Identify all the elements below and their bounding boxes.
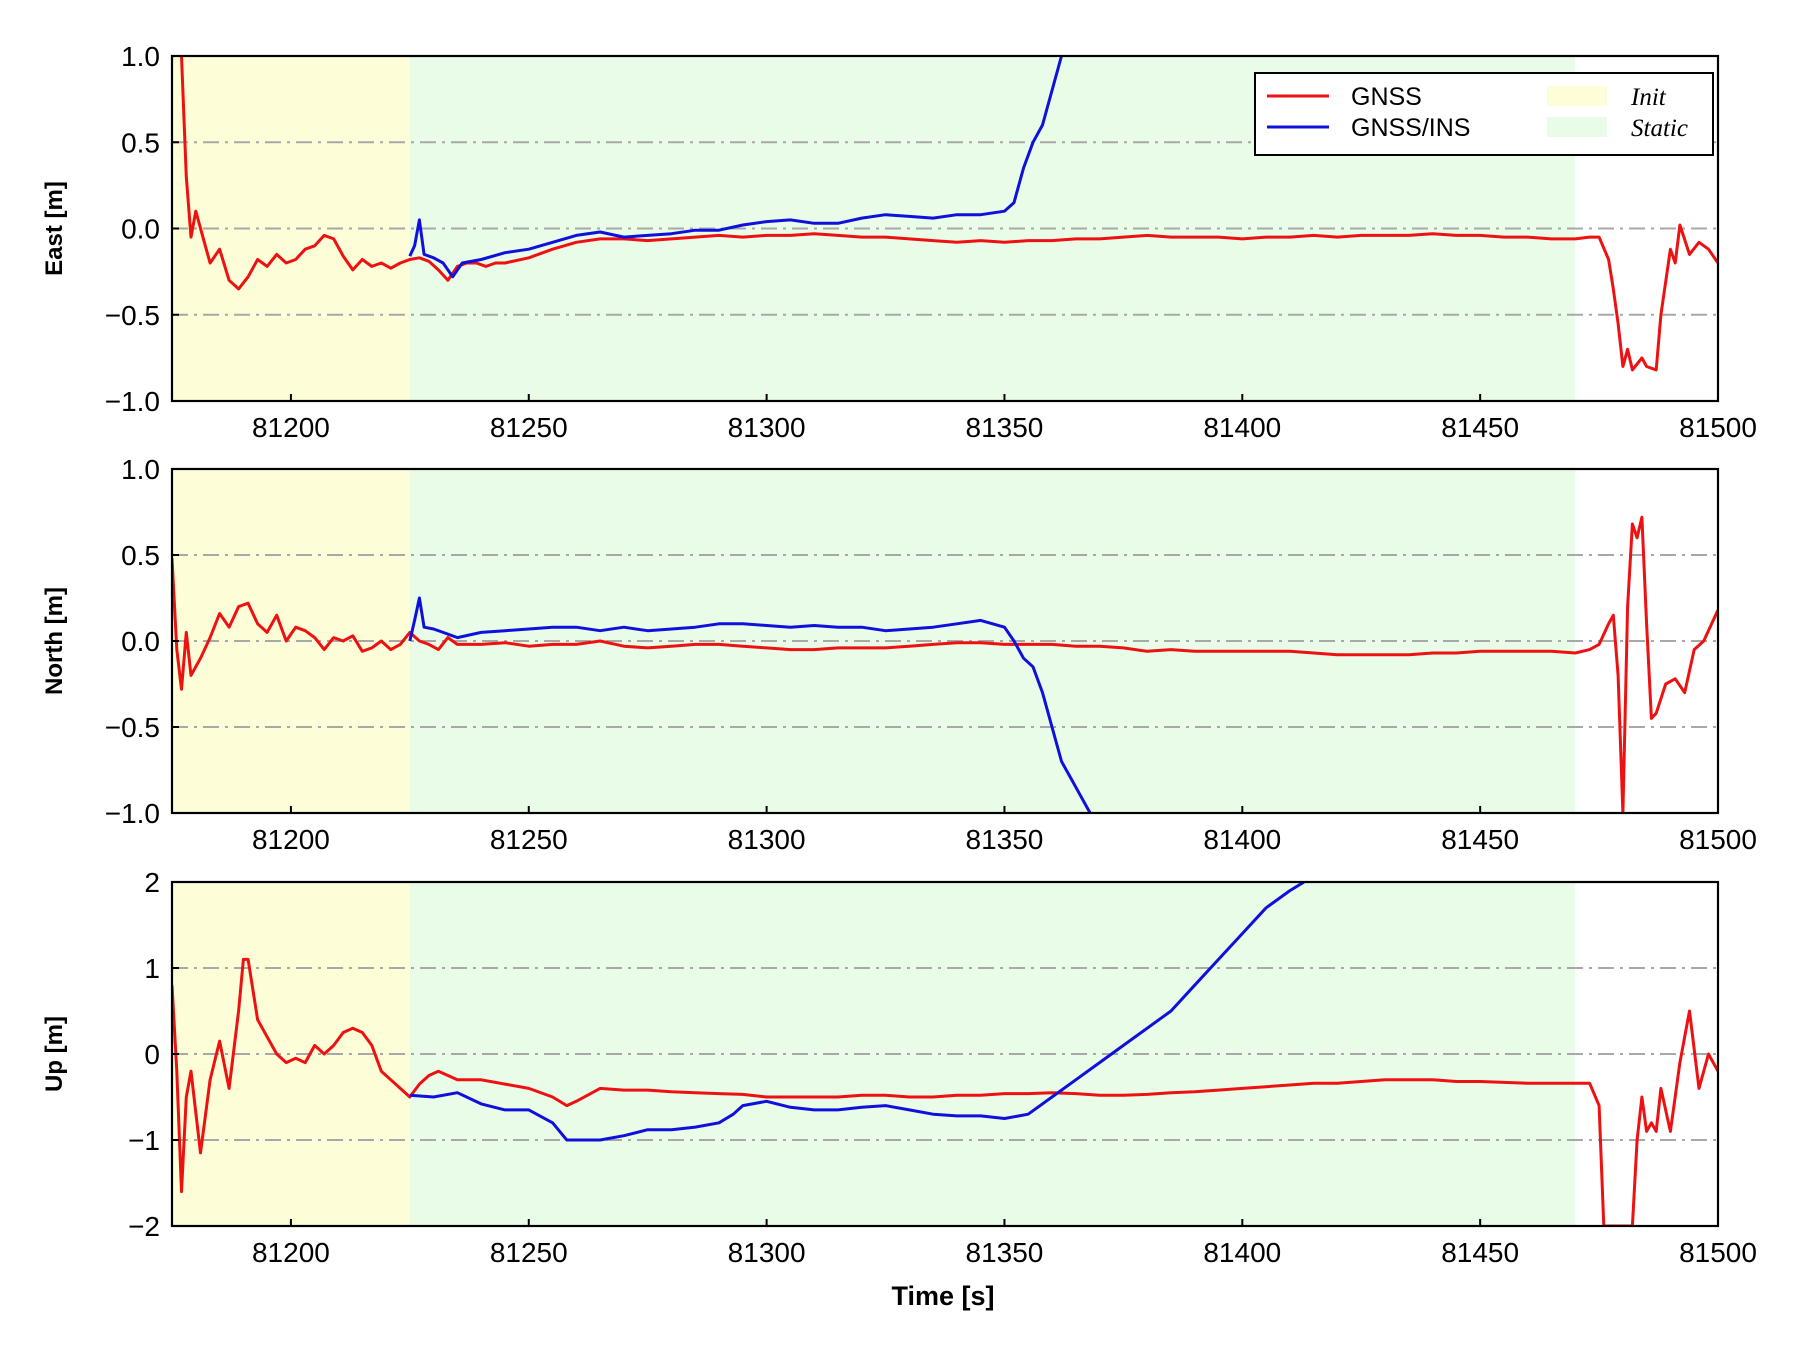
x-tick-label: 81350: [966, 1237, 1044, 1268]
static-legend-label: Static: [1631, 115, 1688, 142]
north-panel: −1.0 −0.5 0.0 0.5 1.0 81200 81250 81300 81350 814…: [41, 454, 1757, 855]
x-tick-label: 81400: [1203, 412, 1281, 443]
y-tick-label: 0: [144, 1039, 160, 1070]
y-tick-label: 2: [144, 867, 160, 898]
x-tick-label: 81500: [1679, 1237, 1757, 1268]
gnss-line: [172, 515, 1718, 813]
x-tick-label: 81350: [966, 824, 1044, 855]
x-tick-label: 81400: [1203, 1237, 1281, 1268]
y-tick-label: −1: [128, 1125, 160, 1156]
east-m-axis-label: East [m]: [41, 181, 68, 276]
x-tick-label: 81200: [252, 1237, 330, 1268]
north-m-axis-label: North [m]: [41, 587, 68, 695]
x-tick-label: 81300: [728, 412, 806, 443]
gnss-ins-line: [408, 596, 1092, 813]
y-tick-label: −1.0: [105, 798, 160, 829]
legend-frame: [1254, 72, 1714, 156]
gnss-line: [172, 957, 1718, 1226]
x-tick-label: 81300: [728, 824, 806, 855]
init-legend-label: Init: [1630, 84, 1667, 111]
y-tick-label: 1.0: [121, 41, 160, 72]
legend: GNSS GNSS/INS Init Static: [1254, 72, 1714, 156]
x-tick-label: 81500: [1679, 412, 1757, 443]
x-tick-label: 81350: [966, 412, 1044, 443]
x-tick-label: 81250: [490, 824, 568, 855]
y-tick-label: 0.5: [121, 540, 160, 571]
y-tick-label: 0.0: [121, 214, 160, 245]
up-panel: −2 −1 0 1 2 81200 81250 81300 81350 81400 81450 815…: [41, 867, 1757, 1268]
x-tick-label: 81450: [1441, 1237, 1519, 1268]
y-tick-label: 0.0: [121, 626, 160, 657]
y-tick-label: −2: [128, 1211, 160, 1242]
x-tick-label: 81250: [490, 1237, 568, 1268]
x-tick-label: 81250: [490, 412, 568, 443]
y-tick-label: −1.0: [105, 386, 160, 417]
static-legend-swatch: [1547, 117, 1607, 137]
gnss-legend-label: GNSS: [1351, 83, 1422, 111]
y-tick-label: 1.0: [121, 454, 160, 485]
up-m-axis-label: Up [m]: [41, 1016, 68, 1092]
gnss-line: [179, 56, 1718, 372]
x-tick-label: 81300: [728, 1237, 806, 1268]
gnss-ins-legend-label: GNSS/INS: [1351, 114, 1470, 142]
y-tick-label: 0.5: [121, 127, 160, 158]
east-panel: −1.0 −0.5 0.0 0.5 1.0 81200 81250 81300 81350 814…: [41, 41, 1757, 443]
x-tick-label: 81450: [1441, 412, 1519, 443]
gnss-ins-line: [409, 882, 1305, 1142]
x-axis-label: Time [s]: [891, 1281, 994, 1311]
x-tick-label: 81500: [1679, 824, 1757, 855]
x-tick-label: 81400: [1203, 824, 1281, 855]
init-legend-swatch: [1547, 86, 1607, 106]
x-tick-label: 81200: [252, 412, 330, 443]
y-tick-label: 1: [144, 953, 160, 984]
x-tick-label: 81450: [1441, 824, 1519, 855]
y-tick-label: −0.5: [105, 712, 160, 743]
x-tick-label: 81200: [252, 824, 330, 855]
gnss-ins-line: [408, 56, 1063, 279]
y-tick-label: −0.5: [105, 300, 160, 331]
